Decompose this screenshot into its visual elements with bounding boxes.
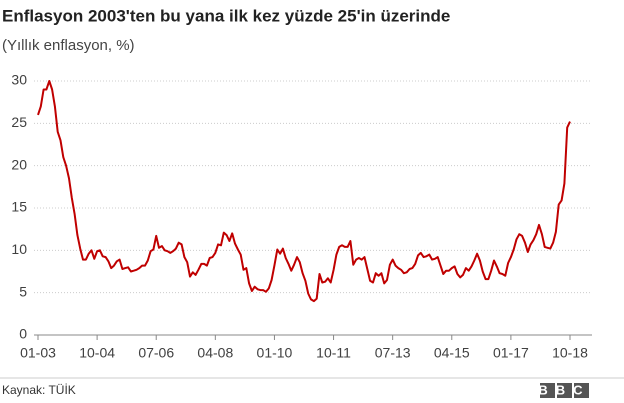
x-tick-label: 10-18 xyxy=(552,345,588,361)
source: Kaynak: TÜİK xyxy=(2,383,76,397)
logo xyxy=(540,383,589,398)
y-tick-label: 15 xyxy=(11,199,27,215)
chart-subtitle: (Yıllık enflasyon, %) xyxy=(2,37,135,54)
y-tick-label: 0 xyxy=(19,326,27,342)
x-tick-label: 10-04 xyxy=(79,345,115,361)
y-tick-label: 30 xyxy=(11,72,27,88)
x-tick-label: 04-15 xyxy=(434,345,470,361)
x-tick-label: 07-06 xyxy=(138,345,174,361)
y-tick-label: 10 xyxy=(11,241,27,257)
x-tick-label: 07-13 xyxy=(375,345,411,361)
x-tick-label: 01-10 xyxy=(257,345,293,361)
logo-text: BBC xyxy=(538,382,590,397)
chart-title: Enflasyon 2003'ten bu yana ilk kez yüzde… xyxy=(2,6,450,25)
x-tick-label: 10-11 xyxy=(316,345,351,361)
x-tick-label: 01-17 xyxy=(493,345,529,361)
y-tick-label: 5 xyxy=(19,283,27,299)
y-tick-label: 20 xyxy=(11,156,27,172)
x-tick-label: 01-03 xyxy=(20,345,56,361)
series-line xyxy=(37,80,571,303)
x-tick-label: 04-08 xyxy=(197,345,233,361)
y-tick-label: 25 xyxy=(11,114,27,130)
